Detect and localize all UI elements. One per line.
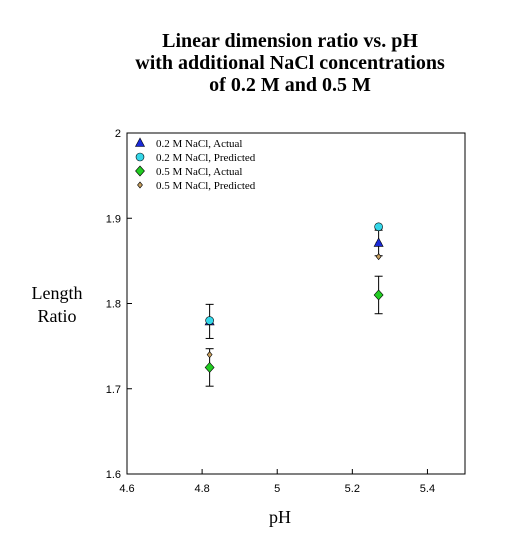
series-0 — [204, 229, 384, 339]
legend-box — [129, 135, 277, 193]
data-point — [205, 316, 214, 325]
x-tick-label: 5.2 — [345, 483, 360, 495]
y-axis-ticks: 1.6 1.7 1.8 1.9 2 — [106, 128, 132, 481]
x-tick-label: 4.6 — [119, 483, 134, 495]
y-tick-label: 1.6 — [106, 469, 121, 481]
chart-title: Linear dimension ratio vs. pH with addit… — [100, 30, 480, 96]
data-point — [373, 237, 384, 247]
legend-marker — [135, 152, 145, 162]
data-points — [204, 222, 384, 387]
legend-label: 0.2 M NaCl, Predicted — [156, 152, 256, 164]
x-axis-label: pH — [269, 507, 291, 527]
y-tick-label: 1.8 — [106, 299, 121, 311]
legend-label: 0.2 M NaCl, Actual — [156, 138, 242, 150]
series-2 — [204, 275, 384, 387]
legend-marker — [135, 165, 145, 177]
y-tick-label: 1.9 — [106, 213, 121, 225]
legend-label: 0.5 M NaCl, Predicted — [156, 180, 256, 192]
data-point — [374, 222, 383, 232]
chart-title-line-2: with additional NaCl concentrations — [135, 52, 445, 74]
data-point — [375, 253, 382, 261]
x-axis-ticks: 4.6 4.8 5 5.2 5.4 — [119, 469, 435, 495]
chart-title-line-1: Linear dimension ratio vs. pH — [162, 30, 418, 52]
series-3 — [206, 253, 382, 359]
series-1 — [205, 222, 383, 325]
legend-marker — [135, 137, 145, 147]
x-tick-label: 5 — [274, 483, 280, 495]
x-tick-label: 5.4 — [420, 483, 435, 495]
y-tick-label: 2 — [115, 128, 121, 140]
legend: 0.2 M NaCl, Actual 0.2 M NaCl, Predicted 0… — [129, 135, 277, 193]
data-point — [204, 361, 215, 373]
y-axis-label-line-1: Length — [31, 283, 83, 303]
data-point — [373, 289, 384, 301]
legend-marker — [137, 181, 143, 189]
y-axis-label-line-2: Ratio — [37, 306, 77, 326]
y-axis-label: Length Ratio — [16, 282, 98, 328]
x-tick-label: 4.8 — [194, 483, 209, 495]
legend-label: 0.5 M NaCl, Actual — [156, 166, 242, 178]
chart-title-line-3: of 0.2 M and 0.5 M — [209, 74, 371, 96]
data-point — [206, 351, 213, 359]
y-tick-label: 1.7 — [106, 384, 121, 396]
